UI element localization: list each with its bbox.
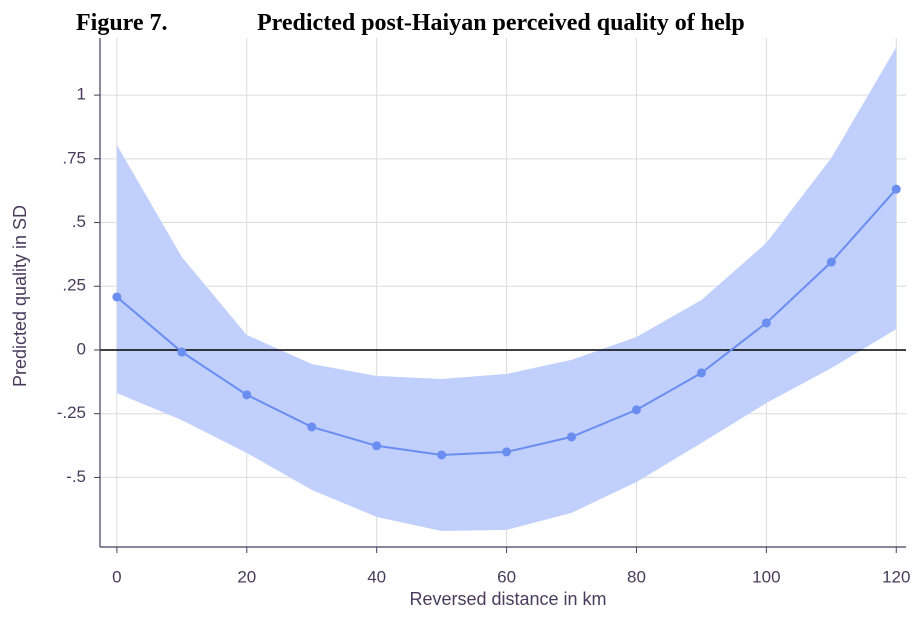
y-tick-label: .25 (62, 276, 86, 295)
y-tick-label: -.5 (66, 467, 86, 486)
x-axis-label: Reversed distance in km (409, 589, 606, 609)
confidence-band (116, 47, 897, 531)
x-tick-label: 120 (882, 567, 910, 586)
figure-label: Figure 7. (76, 10, 168, 36)
point (696, 368, 706, 378)
point (826, 257, 836, 267)
point (177, 347, 187, 357)
point (567, 432, 577, 442)
point (242, 390, 252, 400)
y-axis-label: Predicted quality in SD (10, 205, 30, 387)
y-tick-label: .5 (72, 212, 86, 231)
y-tick-label: 0 (77, 339, 86, 358)
y-tick-label: 1 (77, 85, 86, 104)
chart-title: Predicted post-Haiyan perceived quality … (257, 10, 745, 36)
point (372, 441, 382, 451)
x-tick-label: 40 (367, 567, 386, 586)
point (502, 447, 512, 457)
x-tick-label: 0 (112, 567, 121, 586)
point (891, 184, 901, 194)
point (307, 422, 317, 432)
x-tick-label: 80 (627, 567, 646, 586)
x-tick-label: 20 (237, 567, 256, 586)
x-tick-label: 60 (497, 567, 516, 586)
point (437, 450, 447, 460)
y-tick-label: .75 (62, 148, 86, 167)
point (761, 318, 771, 328)
x-tick-label: 100 (752, 567, 780, 586)
point (631, 405, 641, 415)
y-tick-label: -.25 (57, 403, 86, 422)
point (112, 292, 122, 302)
